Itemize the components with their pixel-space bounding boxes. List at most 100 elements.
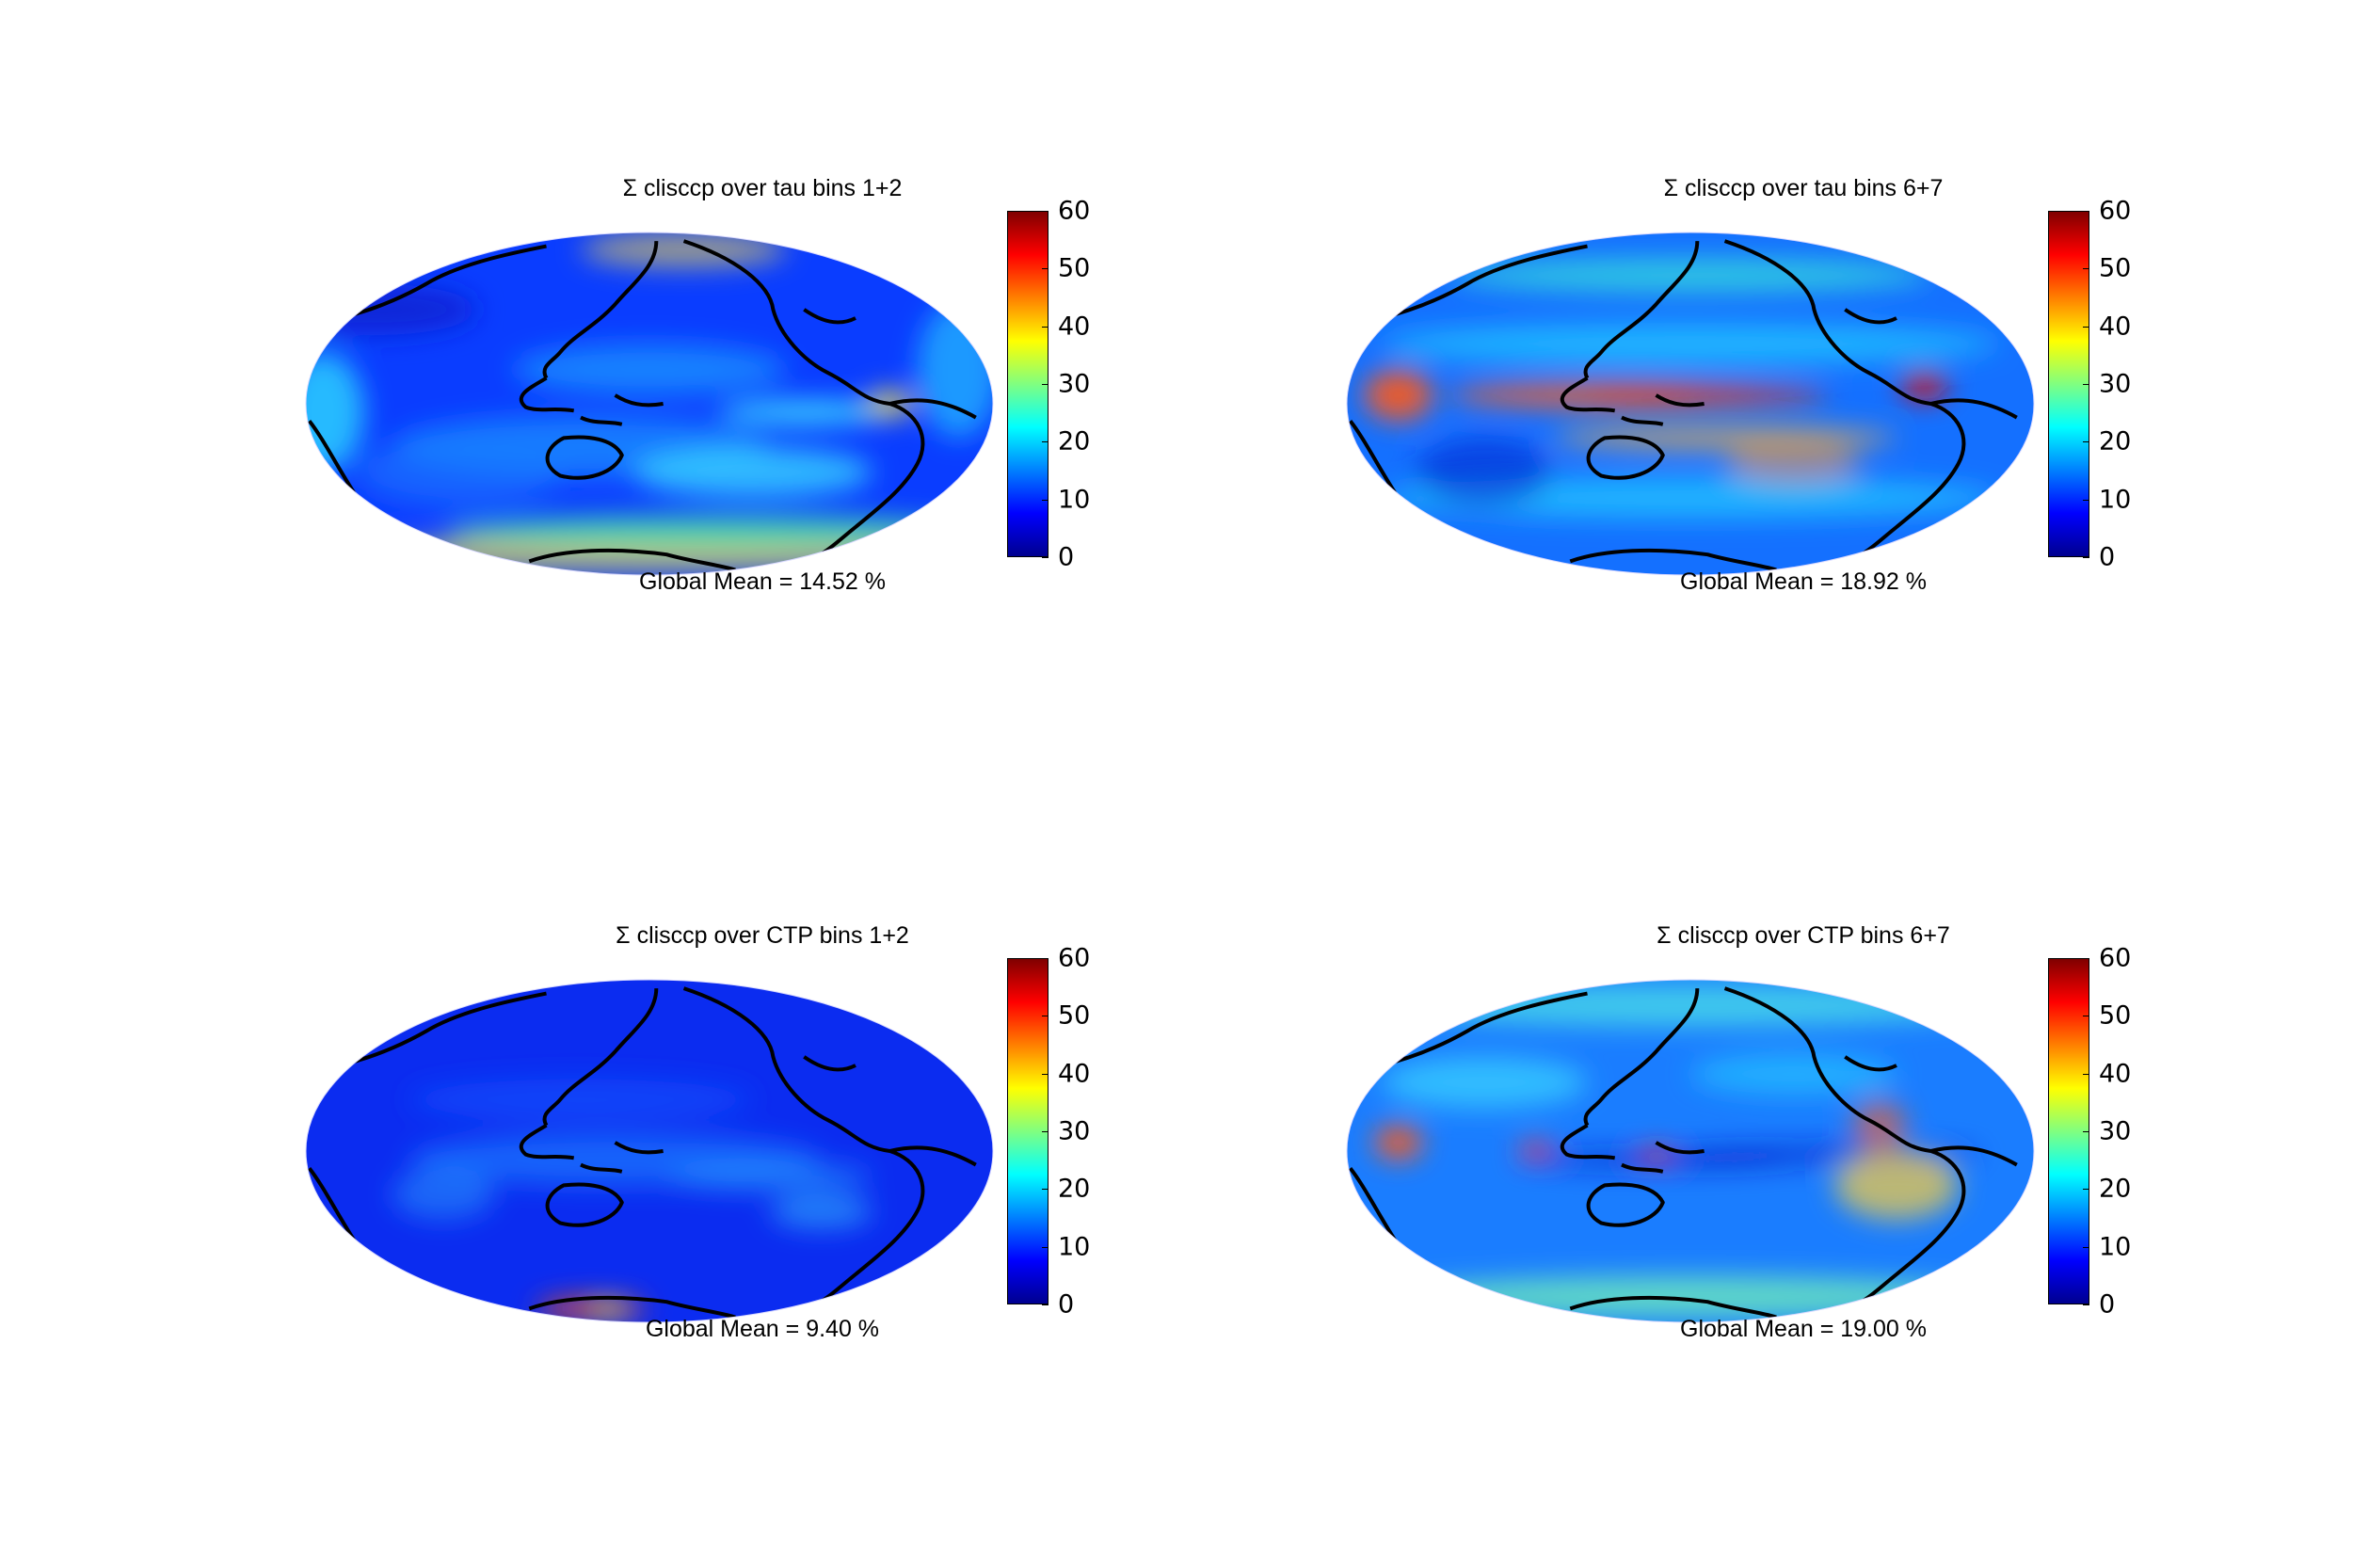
coastline: [528, 548, 736, 572]
colorbar-tick-mark: [1042, 1131, 1048, 1132]
cloud-field-region: [632, 446, 873, 499]
colorbar-tick-label: 10: [1058, 485, 1091, 515]
colorbar-tick-label: 60: [2099, 196, 2132, 226]
cloud-field-region: [408, 1079, 753, 1121]
map-outline: [1346, 232, 2035, 576]
colorbar-tick-label: 20: [1058, 1174, 1091, 1204]
coastline: [1655, 393, 1705, 408]
colorbar-tick-label: 60: [1058, 196, 1091, 226]
panel-title: Σ clisccp over tau bins 6+7: [1663, 175, 1944, 201]
colorbar-tick-label: 60: [2099, 943, 2132, 973]
panel-title: Σ clisccp over tau bins 1+2: [622, 175, 903, 201]
coastline: [340, 244, 547, 320]
global-mean-label: Global Mean = 19.00 %: [1680, 1316, 1927, 1342]
panel-title: Σ clisccp over CTP bins 6+7: [1657, 922, 1950, 949]
colorbar-tick-mark: [1042, 1189, 1048, 1191]
coastline: [813, 402, 925, 560]
cloud-field-region: [1449, 258, 1931, 293]
coastline: [519, 376, 575, 413]
colorbar-tick-mark: [2083, 1304, 2089, 1305]
cloud-field-region: [1416, 438, 1553, 507]
coastline: [1930, 1145, 2018, 1167]
colorbar-tick-label: 10: [1058, 1232, 1091, 1262]
coastline: [1854, 402, 1966, 560]
coastline: [340, 991, 547, 1067]
cloud-field-region: [357, 438, 564, 507]
coastline: [1381, 991, 1588, 1067]
coastline: [1844, 1055, 1897, 1072]
cloud-field-region: [769, 1193, 873, 1228]
colorbar-tick-mark: [2083, 326, 2089, 328]
coastline: [542, 987, 659, 1127]
cloud-field-region: [1374, 1125, 1423, 1160]
colorbar-tick-mark: [2083, 1246, 2089, 1248]
colorbar-tick-label: 60: [1058, 943, 1091, 973]
cloud-field-region: [1587, 386, 1828, 404]
cloud-field-region: [1381, 984, 2000, 1027]
colorbar-tick-label: 10: [2099, 1232, 2132, 1262]
colorbar-tick-mark: [2083, 1189, 2089, 1191]
colorbar-tick-mark: [2083, 958, 2089, 959]
colorbar-tick-mark: [2083, 1131, 2089, 1132]
coastline: [1844, 308, 1897, 325]
cloud-field-region: [1834, 1151, 1959, 1220]
colorbar-tick-label: 30: [1058, 1116, 1091, 1146]
coastline: [889, 398, 977, 420]
coastline: [1723, 986, 1931, 1153]
colorbar-tick-mark: [1042, 958, 1048, 959]
coastline: [1583, 987, 1700, 1127]
colorbar-tick-label: 10: [2099, 485, 2132, 515]
colorbar-tick-label: 0: [1058, 1289, 1075, 1320]
colorbar-tick-mark: [1042, 384, 1048, 385]
panel-tau-6-7: Σ clisccp over tau bins 6+7 0 10 20 30 40 50 6…: [1333, 175, 2353, 702]
map-tau-1-2: [305, 232, 994, 576]
cloud-field-region: [306, 352, 365, 472]
coastline: [519, 1124, 575, 1160]
colorbar-tick-label: 40: [1058, 1059, 1091, 1089]
coastline: [545, 435, 624, 480]
coastline: [614, 1141, 664, 1155]
colorbar-tick-mark: [1042, 211, 1048, 212]
cloud-field-region: [666, 1162, 873, 1191]
cloud-field-region: [392, 1168, 495, 1220]
colorbar-tick-label: 0: [1058, 542, 1075, 572]
colorbar-tick-mark: [1042, 1246, 1048, 1248]
global-mean-label: Global Mean = 18.92 %: [1680, 568, 1927, 595]
coastline: [803, 1055, 856, 1072]
colorbar-tick-label: 40: [2099, 1059, 2132, 1089]
colorbar-tick-mark: [2083, 384, 2089, 385]
coastline: [1560, 1124, 1616, 1160]
colorbar-tick-label: 20: [2099, 1174, 2132, 1204]
colorbar-tick-label: 30: [2099, 369, 2132, 399]
colorbar-tick-mark: [2083, 499, 2089, 501]
global-mean-label: Global Mean = 9.40 %: [645, 1316, 880, 1342]
colorbar-tick-label: 0: [2099, 542, 2116, 572]
colorbar-tick-mark: [1042, 1304, 1048, 1305]
coastline: [813, 1149, 925, 1307]
coastline: [528, 1295, 736, 1320]
cloud-field-region: [1381, 1056, 1588, 1109]
colorbar-tick-label: 40: [2099, 312, 2132, 342]
coastline: [682, 239, 890, 406]
coastline: [889, 1145, 977, 1167]
cloud-field-region: [1690, 1053, 1897, 1095]
coastline: [1621, 415, 1664, 426]
colorbar-tick-mark: [1042, 268, 1048, 270]
colorbar: [2048, 958, 2089, 1304]
panel-title: Σ clisccp over CTP bins 1+2: [616, 922, 909, 949]
map-outline: [305, 232, 994, 576]
colorbar-tick-mark: [1042, 557, 1048, 558]
panel-ctp-1-2: Σ clisccp over CTP bins 1+2 0 10 20 30 40 50 6…: [292, 922, 1402, 1449]
colorbar-tick-label: 50: [1058, 253, 1091, 283]
panel-ctp-6-7: Σ clisccp over CTP bins 6+7 0 10 20 30 40 50 6…: [1333, 922, 2353, 1449]
colorbar-tick-mark: [1042, 1073, 1048, 1075]
coastline: [1621, 1162, 1664, 1174]
cloud-field-region: [1899, 373, 1948, 401]
coastline: [1569, 1295, 1777, 1320]
coastline: [580, 1162, 623, 1174]
coastline: [1854, 1149, 1966, 1307]
coastline: [580, 415, 623, 426]
colorbar-tick-label: 30: [1058, 369, 1091, 399]
colorbar-tick-label: 40: [1058, 312, 1091, 342]
cloud-field-region: [1381, 323, 2000, 365]
